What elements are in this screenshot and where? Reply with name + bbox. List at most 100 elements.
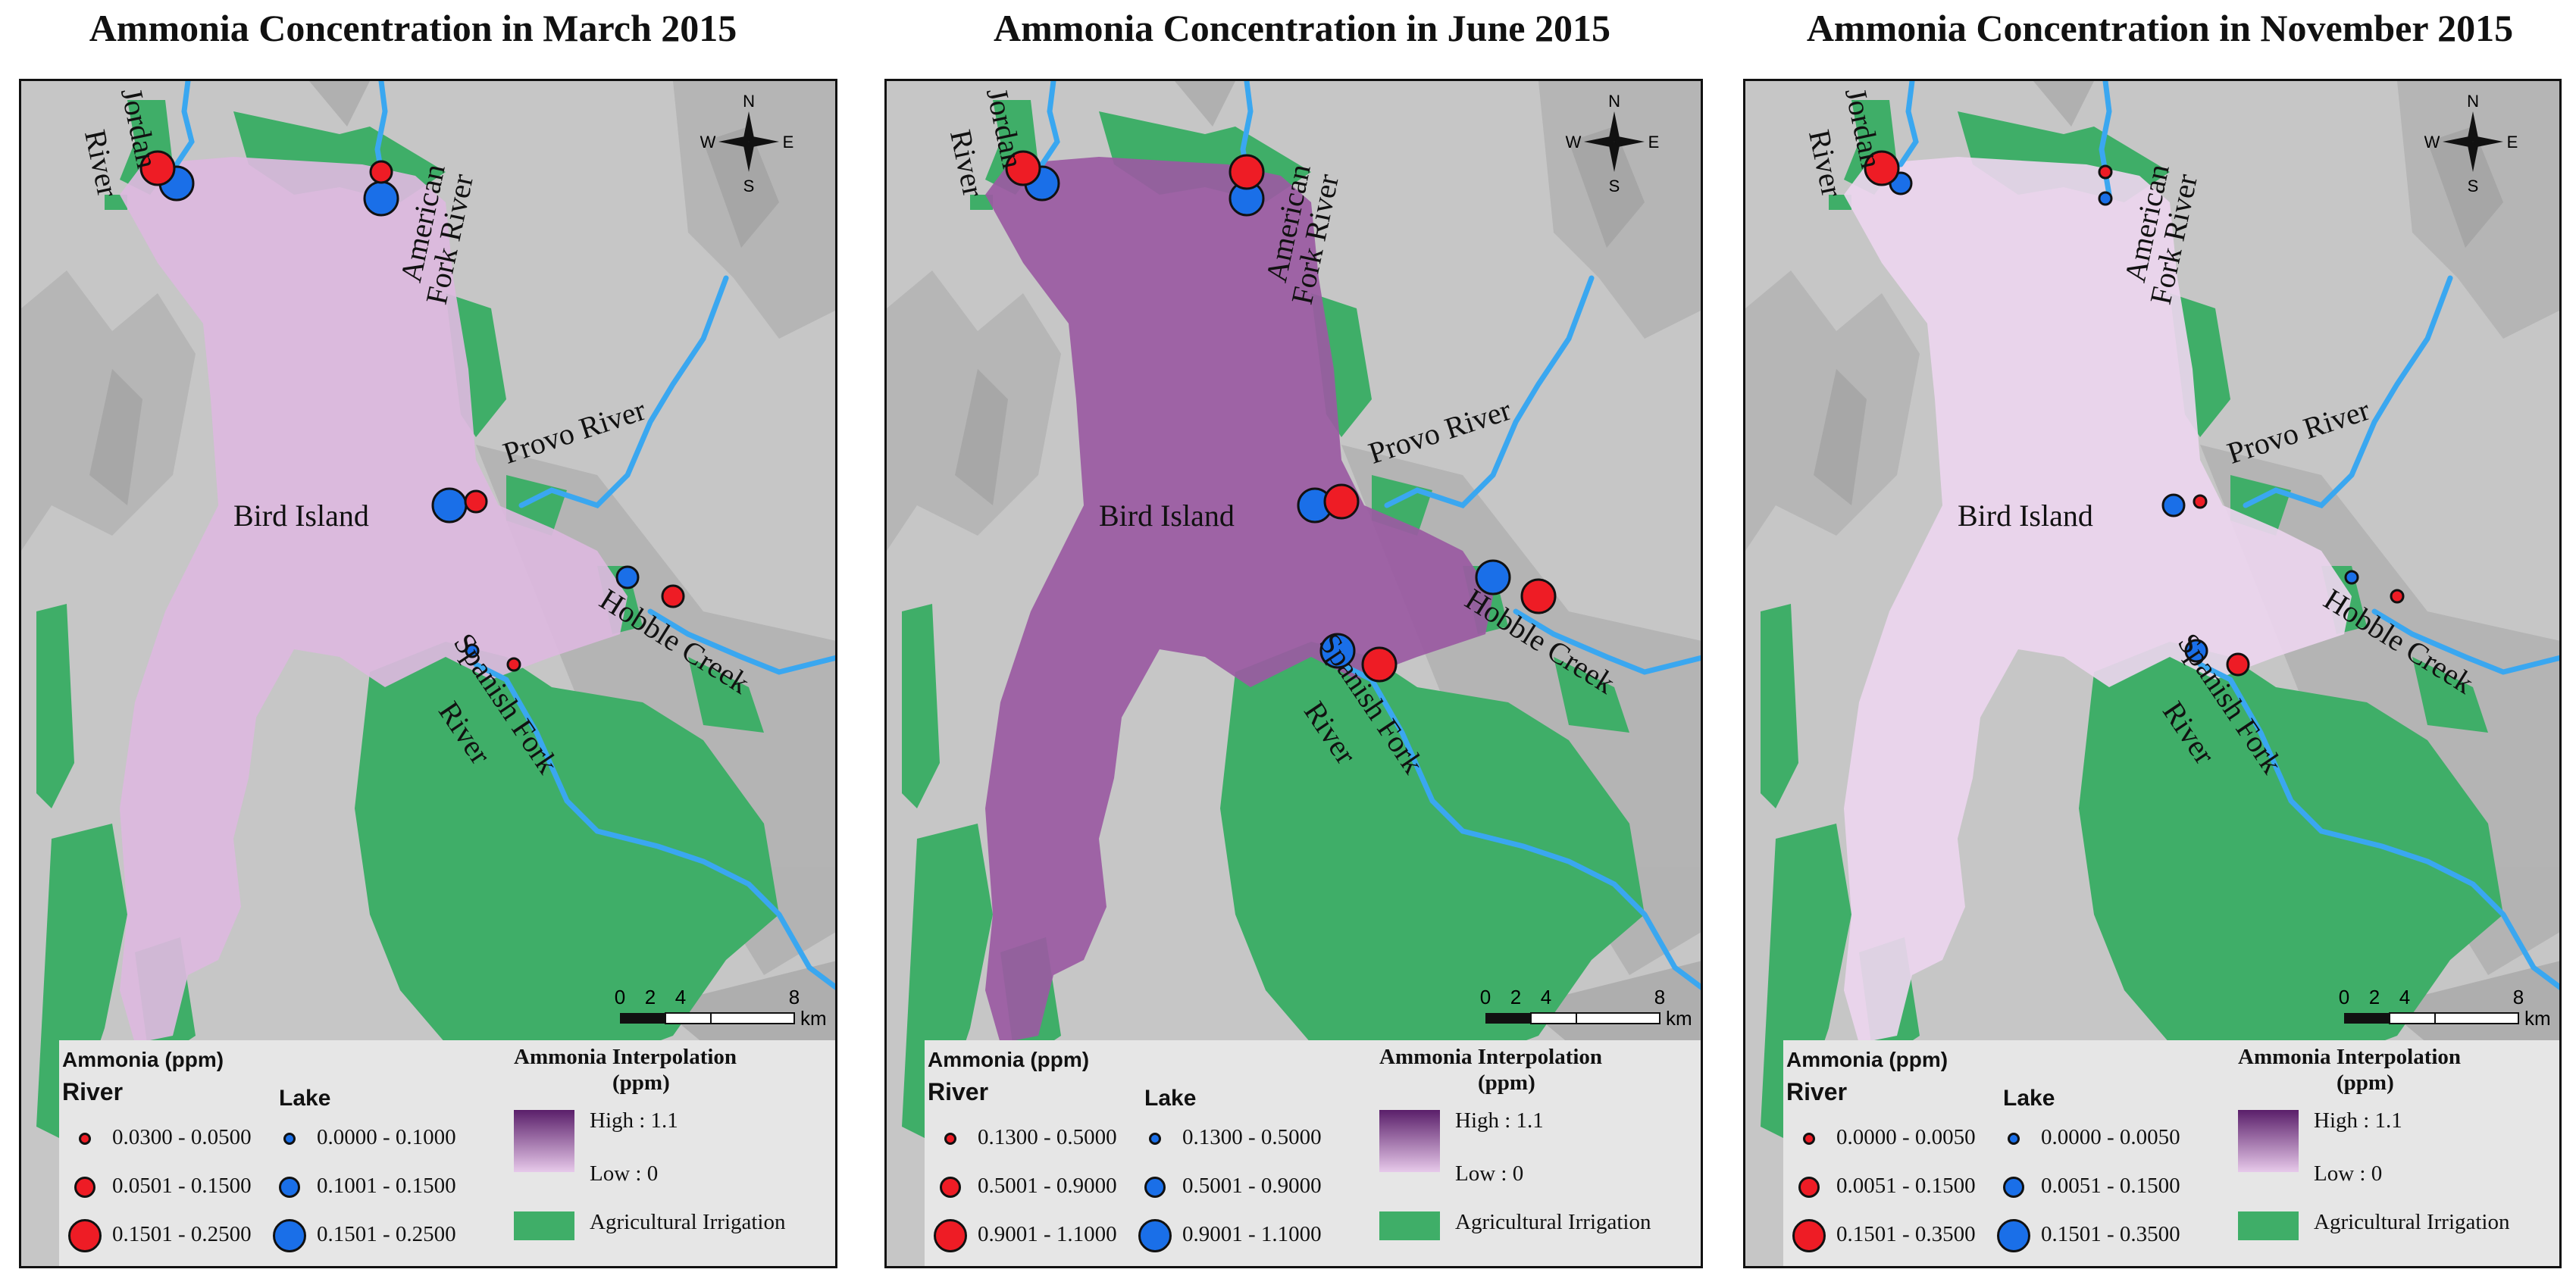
label-bird-island: Bird Island — [233, 499, 369, 533]
lake-sample-marker — [1475, 559, 1511, 596]
legend-river-symbol-large — [68, 1219, 102, 1252]
legend-river-class-2: 0.0501 - 0.1500 — [112, 1174, 252, 1198]
legend-lake-class-3: 0.1501 - 0.3500 — [2041, 1222, 2180, 1246]
legend-lake-class-2: 0.0051 - 0.1500 — [2041, 1174, 2180, 1198]
legend-interp-unit: (ppm) — [2337, 1071, 2394, 1095]
scale-tick-8: 8 — [789, 986, 800, 1008]
legend-lake-label: Lake — [1144, 1086, 1197, 1111]
map-title: Ammonia Concentration in June 2015 — [994, 7, 1610, 49]
legend-river-class-2: 0.0051 - 0.1500 — [1836, 1174, 1976, 1198]
legend-agricultural: Agricultural Irrigation — [590, 1210, 786, 1234]
legend-river-class-3: 0.1501 - 0.3500 — [1836, 1222, 1976, 1246]
legend-lake-symbol-medium — [1144, 1177, 1166, 1198]
legend-lake-symbol-small — [2008, 1133, 2020, 1145]
compass-s: S — [1609, 177, 1620, 195]
lake-sample-marker — [363, 180, 399, 217]
scale-tick-8: 8 — [1654, 986, 1665, 1008]
legend-interp-title: Ammonia Interpolation — [514, 1045, 737, 1069]
river-sample-marker — [2193, 494, 2208, 509]
scale-tick-0: 0 — [1480, 986, 1491, 1008]
interpolation-color-ramp — [514, 1110, 574, 1172]
utah-lake-interpolation — [985, 157, 1493, 1043]
map-legend: Ammonia (ppm) River Lake 0.0300 - 0.0500… — [59, 1040, 835, 1266]
legend-lake-symbol-large — [1997, 1219, 2030, 1252]
scale-unit: km — [1666, 1007, 1692, 1030]
scale-tick-8: 8 — [2513, 986, 2524, 1008]
legend-high: High : 1.1 — [1455, 1108, 1544, 1133]
river-sample-marker — [1229, 154, 1265, 190]
legend-lake-symbol-large — [273, 1219, 306, 1252]
river-sample-marker — [369, 160, 393, 184]
lake-sample-marker — [1319, 633, 1356, 669]
legend-river-label: River — [1786, 1078, 1848, 1105]
legend-lake-label: Lake — [279, 1086, 331, 1111]
interpolation-color-ramp — [1379, 1110, 1440, 1172]
legend-heading: Ammonia (ppm) — [928, 1048, 1090, 1071]
legend-river-symbol-medium — [74, 1177, 95, 1198]
river-sample-marker — [1864, 150, 1900, 186]
sample-markers — [1005, 150, 1557, 683]
legend-lake-symbol-small — [1149, 1133, 1161, 1145]
legend-heading: Ammonia (ppm) — [1786, 1048, 1948, 1071]
interpolation-color-ramp — [2238, 1110, 2299, 1172]
legend-river-class-3: 0.1501 - 0.2500 — [112, 1222, 252, 1246]
rivers — [1039, 81, 1701, 990]
legend-river-symbol-medium — [1798, 1177, 1820, 1198]
label-bird-island: Bird Island — [1958, 499, 2093, 533]
scale-tick-2: 2 — [645, 986, 656, 1008]
utah-lake-interpolation — [1844, 157, 2352, 1043]
sample-markers — [1864, 150, 2405, 677]
legend-high: High : 1.1 — [2314, 1108, 2402, 1133]
legend-river-symbol-large — [934, 1219, 967, 1252]
scale-tick-0: 0 — [615, 986, 625, 1008]
compass-e: E — [783, 133, 794, 152]
legend-river-label: River — [62, 1078, 124, 1105]
north-arrow-icon: N S E W — [2424, 92, 2518, 195]
agricultural-swatch — [2238, 1211, 2299, 1240]
lake-sample-marker — [2184, 639, 2208, 663]
legend-lake-class-3: 0.1501 - 0.2500 — [317, 1222, 456, 1246]
sample-markers — [139, 150, 685, 672]
compass-w: W — [1566, 133, 1582, 152]
scale-tick-2: 2 — [1510, 986, 1521, 1008]
lake-sample-marker — [465, 643, 480, 658]
legend-lake-symbol-small — [283, 1133, 296, 1145]
legend-interp-unit: (ppm) — [612, 1071, 670, 1095]
scale-bar: 0 2 4 8 km — [1480, 986, 1692, 1030]
scale-bar: 0 2 4 8 km — [2339, 986, 2551, 1030]
map-panel-1: N S E W 0 2 4 8 km Jordan River American — [19, 79, 837, 1268]
compass-w: W — [2424, 133, 2440, 152]
legend-interp-unit: (ppm) — [1478, 1071, 1535, 1095]
legend-river-symbol-small — [944, 1133, 956, 1145]
agricultural-irrigation-areas — [1761, 100, 2503, 1142]
agricultural-swatch — [1379, 1211, 1440, 1240]
river-sample-marker — [1520, 578, 1557, 614]
north-arrow-icon: N S E W — [1566, 92, 1660, 195]
legend-river-class-1: 0.0000 - 0.0050 — [1836, 1125, 1976, 1149]
legend-interp-title: Ammonia Interpolation — [2238, 1045, 2462, 1069]
map-panel-2: N S E W 0 2 4 8 km Jordan River American — [884, 79, 1703, 1268]
compass-w: W — [700, 133, 716, 152]
legend-river-class-1: 0.1300 - 0.5000 — [978, 1125, 1117, 1149]
legend-river-symbol-small — [79, 1133, 91, 1145]
river-sample-marker — [2390, 589, 2405, 604]
legend-lake-class-1: 0.1300 - 0.5000 — [1182, 1125, 1322, 1149]
legend-river-label: River — [928, 1078, 989, 1105]
river-sample-marker — [2226, 652, 2250, 677]
legend-river-class-1: 0.0300 - 0.0500 — [112, 1125, 252, 1149]
map-title: Ammonia Concentration in November 2015 — [1806, 7, 2514, 49]
scale-unit: km — [800, 1007, 827, 1030]
river-sample-marker — [1361, 646, 1398, 683]
map-title: Ammonia Concentration in March 2015 — [89, 7, 737, 49]
river-sample-marker — [1005, 150, 1041, 186]
legend-lake-label: Lake — [2003, 1086, 2055, 1111]
legend-agricultural: Agricultural Irrigation — [1455, 1210, 1651, 1234]
agricultural-swatch — [514, 1211, 574, 1240]
compass-s: S — [2468, 177, 2479, 195]
compass-n: N — [1608, 92, 1620, 111]
legend-river-symbol-large — [1792, 1219, 1826, 1252]
scale-bar: 0 2 4 8 km — [615, 986, 827, 1030]
legend-agricultural: Agricultural Irrigation — [2314, 1210, 2510, 1234]
legend-high: High : 1.1 — [590, 1108, 678, 1133]
compass-e: E — [1648, 133, 1660, 152]
